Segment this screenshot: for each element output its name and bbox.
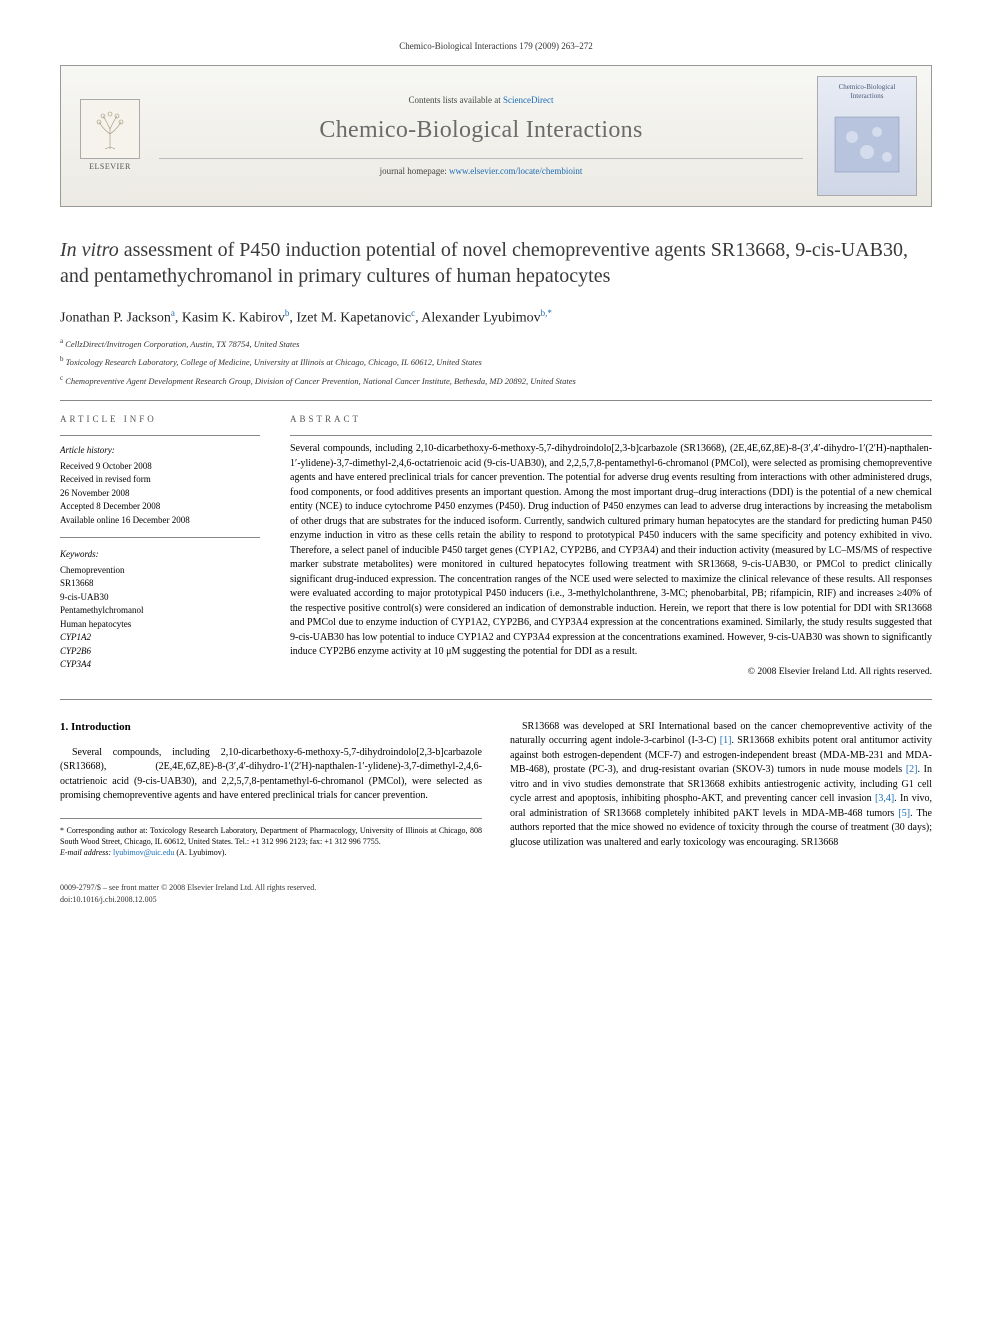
keyword-item: CYP1A2	[60, 631, 260, 645]
info-abstract-grid: ARTICLE INFO Article history: Received 9…	[60, 413, 932, 679]
masthead-center: Contents lists available at ScienceDirec…	[159, 94, 803, 178]
contents-available-line: Contents lists available at ScienceDirec…	[159, 94, 803, 107]
publisher-logo: ELSEVIER	[75, 96, 145, 176]
history-line: Accepted 8 December 2008	[60, 500, 260, 514]
journal-masthead: ELSEVIER Contents lists available at Sci…	[60, 65, 932, 207]
keyword-item: Human hepatocytes	[60, 618, 260, 632]
history-line: Received in revised form	[60, 473, 260, 487]
history-line: Available online 16 December 2008	[60, 514, 260, 528]
keyword-item: CYP3A4	[60, 658, 260, 672]
cover-title: Chemico-Biological Interactions	[824, 83, 910, 103]
info-rule-2	[60, 537, 260, 538]
journal-cover-thumbnail: Chemico-Biological Interactions	[817, 76, 917, 196]
doi-line: doi:10.1016/j.cbi.2008.12.005	[60, 894, 932, 905]
citation-link[interactable]: [5]	[898, 808, 910, 819]
issn-line: 0009-2797/$ – see front matter © 2008 El…	[60, 882, 932, 893]
homepage-prefix: journal homepage:	[380, 166, 449, 176]
homepage-link[interactable]: www.elsevier.com/locate/chembioint	[449, 166, 582, 176]
article-info-label: ARTICLE INFO	[60, 413, 260, 426]
affiliation-line: a CellzDirect/Invitrogen Corporation, Au…	[60, 336, 932, 351]
corr-email-line: E-mail address: lyubimov@uic.edu (A. Lyu…	[60, 847, 482, 858]
bottom-rule	[60, 699, 932, 700]
author-list: Jonathan P. Jacksona, Kasim K. Kabirovb,…	[60, 307, 932, 328]
corr-author-text: * Corresponding author at: Toxicology Re…	[60, 825, 482, 847]
sciencedirect-link[interactable]: ScienceDirect	[503, 95, 553, 105]
intro-para-2: SR13668 was developed at SRI Internation…	[510, 720, 932, 851]
citation-link[interactable]: [3,4]	[875, 793, 894, 804]
article-history-block: Article history: Received 9 October 2008…	[60, 444, 260, 527]
abstract-column: ABSTRACT Several compounds, including 2,…	[290, 413, 932, 679]
section-heading-introduction: 1. Introduction	[60, 720, 482, 736]
keyword-item: Pentamethylchromanol	[60, 604, 260, 618]
body-text: 1. Introduction Several compounds, inclu…	[60, 720, 932, 859]
keyword-item: Chemoprevention	[60, 564, 260, 578]
affiliation-line: b Toxicology Research Laboratory, Colleg…	[60, 354, 932, 369]
abstract-rule	[290, 435, 932, 436]
affiliation-line: c Chemopreventive Agent Development Rese…	[60, 373, 932, 388]
info-rule	[60, 435, 260, 436]
page-footer: 0009-2797/$ – see front matter © 2008 El…	[60, 882, 932, 904]
corr-email-link[interactable]: lyubimov@uic.edu	[113, 848, 174, 857]
citation-link[interactable]: [1]	[720, 735, 732, 746]
history-heading: Article history:	[60, 444, 260, 458]
running-header: Chemico-Biological Interactions 179 (200…	[60, 40, 932, 53]
contents-prefix: Contents lists available at	[409, 95, 503, 105]
publisher-name: ELSEVIER	[89, 161, 131, 172]
title-rest: assessment of P450 induction potential o…	[60, 239, 908, 287]
abstract-label: ABSTRACT	[290, 413, 932, 426]
keywords-block: Keywords: ChemopreventionSR136689-cis-UA…	[60, 548, 260, 672]
homepage-line: journal homepage: www.elsevier.com/locat…	[159, 158, 803, 178]
keyword-item: 9-cis-UAB30	[60, 591, 260, 605]
email-suffix: (A. Lyubimov).	[176, 848, 226, 857]
intro-para-1: Several compounds, including 2,10-dicarb…	[60, 746, 482, 804]
article-title: In vitro assessment of P450 induction po…	[60, 237, 932, 289]
cover-art-icon	[827, 102, 907, 182]
journal-name: Chemico-Biological Interactions	[159, 114, 803, 148]
affiliations: a CellzDirect/Invitrogen Corporation, Au…	[60, 336, 932, 388]
title-italic-lead: In vitro	[60, 239, 119, 261]
keywords-heading: Keywords:	[60, 548, 260, 562]
keyword-item: SR13668	[60, 577, 260, 591]
keyword-item: CYP2B6	[60, 645, 260, 659]
article-info-column: ARTICLE INFO Article history: Received 9…	[60, 413, 260, 679]
history-line: 26 November 2008	[60, 487, 260, 501]
top-rule	[60, 400, 932, 401]
abstract-text: Several compounds, including 2,10-dicarb…	[290, 442, 932, 660]
abstract-copyright: © 2008 Elsevier Ireland Ltd. All rights …	[290, 666, 932, 679]
corresponding-author-footnote: * Corresponding author at: Toxicology Re…	[60, 818, 482, 859]
citation-link[interactable]: [2]	[906, 764, 918, 775]
elsevier-tree-icon	[80, 99, 140, 159]
email-label: E-mail address:	[60, 848, 111, 857]
history-line: Received 9 October 2008	[60, 460, 260, 474]
